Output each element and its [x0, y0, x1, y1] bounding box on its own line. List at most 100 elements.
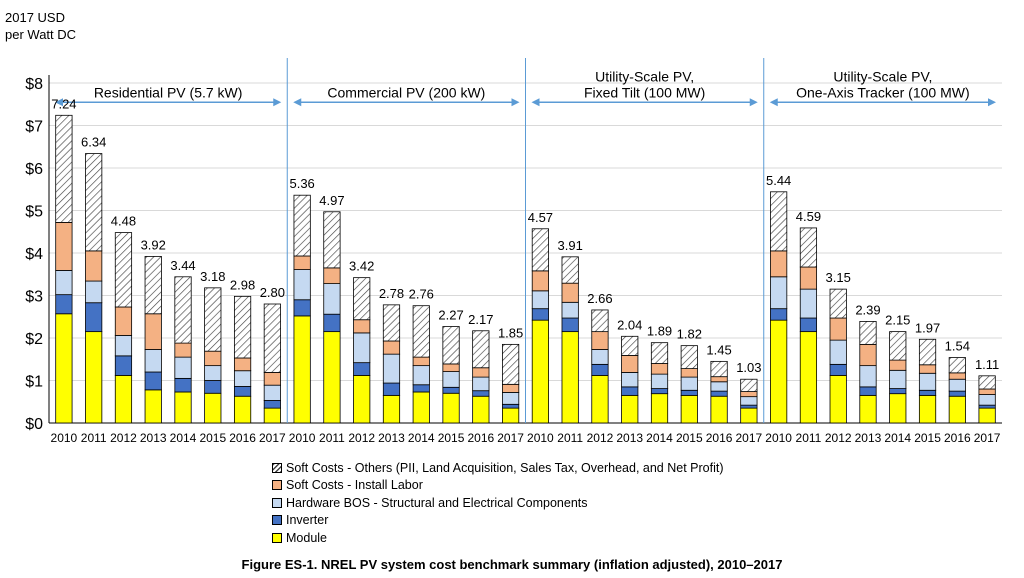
- bar-segment-hardware-bos: [740, 396, 758, 406]
- bar-segment-soft-others: [948, 357, 966, 374]
- bar-total-label: 7.24: [51, 96, 76, 111]
- x-tick-label: 2011: [81, 431, 107, 445]
- pv-cost-chart: $0 $1 $2 $3 $4 $5 $6 $7 $8 Residential PV (5.7 kW…: [25, 58, 1002, 445]
- legend-swatch: [272, 480, 282, 491]
- bar-segment-module: [85, 331, 103, 424]
- bar-segment-soft-others: [650, 342, 669, 364]
- bar-segment-hardware-bos: [353, 332, 371, 364]
- bar-segment-install-labor: [829, 317, 847, 341]
- group-arrow-head-right: [749, 98, 758, 107]
- bar-segment-install-labor: [382, 340, 401, 355]
- x-tick-label: 2016: [944, 431, 971, 445]
- bar-segment-soft-others: [829, 288, 847, 319]
- bar-total-label: 1.89: [647, 324, 672, 339]
- bar-segment-inverter: [293, 299, 311, 317]
- legend-label: Hardware BOS - Structural and Electrical…: [286, 495, 588, 510]
- bar-segment-inverter: [948, 390, 966, 397]
- bar-segment-inverter: [978, 404, 996, 409]
- bar-segment-soft-others: [412, 305, 430, 358]
- bar-segment-install-labor: [978, 388, 996, 395]
- bar-segment-module: [472, 395, 490, 424]
- bar-segment-soft-others: [770, 191, 788, 252]
- bar-segment-soft-others: [353, 277, 371, 321]
- bar-segment-soft-others: [442, 326, 460, 365]
- bar-segment-inverter: [889, 388, 907, 395]
- bar-segment-soft-others: [382, 304, 401, 342]
- bar-total-label: 3.44: [170, 258, 195, 273]
- bar-segment-module: [978, 407, 996, 424]
- x-tick-label: 2017: [259, 431, 286, 445]
- bar-total-label: 4.59: [796, 209, 821, 224]
- bar-segment-install-labor: [591, 331, 609, 350]
- x-tick-label: 2012: [348, 431, 375, 445]
- x-tick-label: 2010: [51, 431, 78, 445]
- y-tick-label: $7: [25, 119, 43, 136]
- bar-segment-inverter: [591, 363, 609, 376]
- bar-segment-soft-others: [680, 345, 698, 369]
- legend-swatch: [272, 515, 282, 526]
- bar-segment-install-labor: [293, 255, 311, 270]
- bar-segment-soft-others: [918, 338, 937, 366]
- bar-segment-module: [233, 395, 252, 424]
- bar-total-label: 3.91: [558, 238, 583, 253]
- x-tick-label: 2016: [706, 431, 733, 445]
- bar-total-label: 4.57: [528, 210, 553, 225]
- bar-segment-hardware-bos: [204, 365, 222, 381]
- bar-segment-module: [710, 395, 728, 424]
- bar-segment-hardware-bos: [918, 372, 937, 391]
- bar-segment-inverter: [382, 382, 401, 396]
- bar-segment-hardware-bos: [442, 371, 460, 388]
- bar-segment-module: [204, 392, 222, 424]
- y-axis-title-line-1: 2017 USD: [5, 10, 65, 25]
- y-axis-title-line-2: per Watt DC: [5, 27, 77, 42]
- group-arrow-head-right: [988, 98, 996, 107]
- bar-segment-inverter: [353, 362, 371, 376]
- bar-total-label: 1.11: [975, 357, 999, 372]
- bar-segment-hardware-bos: [948, 378, 966, 392]
- group-arrow-head-left: [531, 98, 540, 107]
- bar-segment-hardware-bos: [770, 276, 788, 310]
- bar-segment-module: [948, 395, 966, 424]
- bar-total-label: 1.85: [498, 325, 523, 340]
- bar-total-label: 1.54: [945, 339, 970, 354]
- group-title: Commercial PV (200 kW): [327, 84, 485, 100]
- figure-caption: Figure ES-1. NREL PV system cost benchma…: [241, 557, 783, 572]
- bar-segment-inverter: [263, 400, 281, 409]
- bar-segment-install-labor: [561, 282, 579, 303]
- bar-segment-inverter: [740, 404, 758, 409]
- bar-segment-inverter: [412, 384, 430, 393]
- bar-segment-install-labor: [770, 250, 788, 278]
- bar-segment-module: [799, 331, 818, 424]
- legend: Soft Costs - Others (PII, Land Acquisiti…: [272, 459, 723, 547]
- bar-segment-soft-others: [502, 343, 520, 385]
- bar-total-label: 4.97: [319, 193, 344, 208]
- x-tick-label: 2015: [914, 431, 941, 445]
- bar-segment-install-labor: [55, 221, 73, 271]
- bar-segment-inverter: [680, 389, 698, 396]
- bar-total-label: 2.98: [230, 277, 255, 292]
- bar-segment-module: [740, 407, 758, 424]
- x-tick-label: 2017: [497, 431, 524, 445]
- x-tick-label: 2013: [140, 431, 167, 445]
- bar-segment-soft-others: [204, 287, 222, 352]
- bar-segment-install-labor: [502, 383, 520, 393]
- group-arrow-head-right: [511, 98, 520, 107]
- x-tick-label: 2013: [378, 431, 405, 445]
- bar-segment-install-labor: [114, 306, 133, 336]
- bar-segment-hardware-bos: [591, 349, 609, 365]
- bar-segment-soft-others: [710, 360, 728, 378]
- bar-segment-module: [829, 374, 847, 424]
- group-title-line-2: Fixed Tilt (100 MW): [584, 84, 705, 100]
- bar-segment-module: [621, 394, 639, 424]
- bar-segment-inverter: [918, 389, 937, 396]
- y-tick-label: $5: [25, 204, 43, 221]
- bar-segment-soft-others: [55, 114, 73, 223]
- x-tick-label: 2015: [199, 431, 226, 445]
- bar-segment-install-labor: [650, 363, 669, 375]
- bar-total-label: 4.48: [111, 214, 136, 229]
- x-tick-label: 2016: [467, 431, 494, 445]
- bar-segment-install-labor: [859, 343, 877, 367]
- bar-segment-inverter: [204, 380, 222, 394]
- bar-segment-install-labor: [204, 350, 222, 367]
- x-tick-label: 2010: [289, 431, 316, 445]
